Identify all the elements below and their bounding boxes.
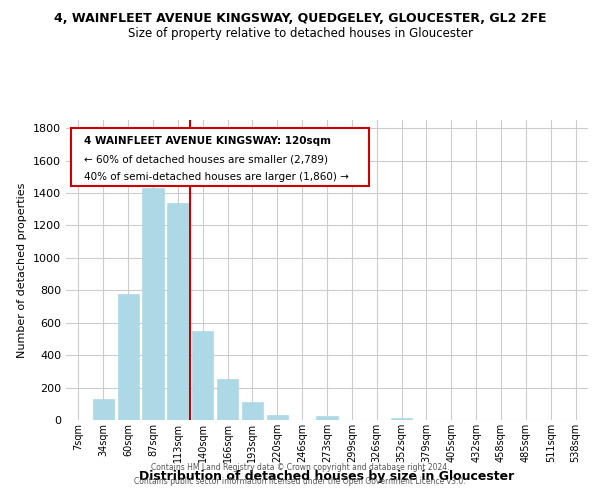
Bar <box>217 380 238 420</box>
Bar <box>242 402 263 420</box>
Text: Contains public sector information licensed under the Open Government Licence v3: Contains public sector information licen… <box>134 477 466 486</box>
Text: Contains HM Land Registry data © Crown copyright and database right 2024.: Contains HM Land Registry data © Crown c… <box>151 464 449 472</box>
X-axis label: Distribution of detached houses by size in Gloucester: Distribution of detached houses by size … <box>139 470 515 484</box>
Y-axis label: Number of detached properties: Number of detached properties <box>17 182 28 358</box>
FancyBboxPatch shape <box>71 128 369 186</box>
Text: Size of property relative to detached houses in Gloucester: Size of property relative to detached ho… <box>128 28 473 40</box>
Text: ← 60% of detached houses are smaller (2,789): ← 60% of detached houses are smaller (2,… <box>84 154 328 164</box>
Bar <box>118 294 139 420</box>
Bar <box>267 415 288 420</box>
Text: 4, WAINFLEET AVENUE KINGSWAY, QUEDGELEY, GLOUCESTER, GL2 2FE: 4, WAINFLEET AVENUE KINGSWAY, QUEDGELEY,… <box>54 12 546 26</box>
Text: 40% of semi-detached houses are larger (1,860) →: 40% of semi-detached houses are larger (… <box>84 172 349 182</box>
Bar <box>192 331 213 420</box>
Bar <box>391 418 412 420</box>
Bar <box>167 202 188 420</box>
Bar <box>316 416 338 420</box>
Bar <box>93 399 114 420</box>
Text: 4 WAINFLEET AVENUE KINGSWAY: 120sqm: 4 WAINFLEET AVENUE KINGSWAY: 120sqm <box>84 136 331 146</box>
Bar <box>142 188 164 420</box>
